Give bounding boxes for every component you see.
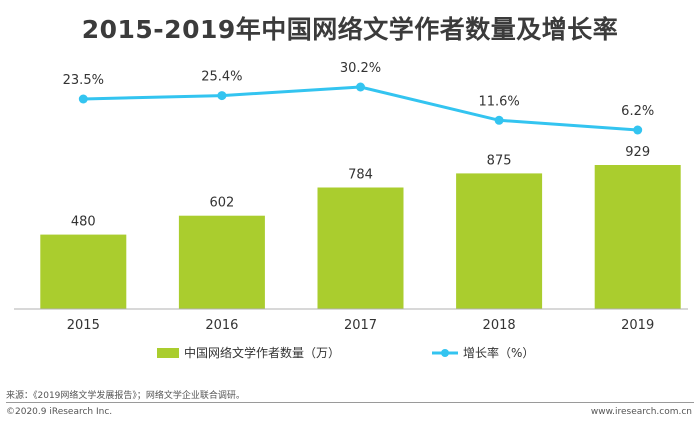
copyright-text: ©2020.9 iResearch Inc.: [6, 407, 113, 417]
x-axis-tick-labels: 2015 2016 2017 2018 2019: [67, 318, 654, 333]
rate-point-2018: [494, 115, 504, 125]
growth-rate-line: [83, 85, 638, 132]
chart-title: 2015-2019年中国网络文学作者数量及增长率: [81, 15, 619, 44]
bar-2019: [594, 165, 681, 309]
bar-label-2019: 929: [625, 145, 650, 160]
legend-label-bar: 中国网络文学作者数量（万）: [184, 345, 340, 360]
rate-label-2016: 25.4%: [201, 70, 242, 85]
source-note: 来源：《2019网络文学发展报告》；网络文学企业联合调研。: [6, 391, 245, 401]
legend-swatch-bar: [157, 348, 179, 358]
x-tick-2015: 2015: [67, 318, 100, 333]
footer-divider: [6, 402, 694, 403]
bar-2015: [40, 234, 127, 309]
rate-point-2017: [356, 82, 365, 92]
bar-value-labels: 480 602 784 875 929: [71, 145, 650, 230]
bar-series: [40, 165, 681, 309]
legend-label-line: 增长率（%）: [463, 345, 534, 360]
rate-point-2015: [78, 94, 88, 104]
bar-2017: [317, 187, 404, 309]
rate-point-2016: [217, 91, 227, 101]
bar-label-2018: 875: [487, 153, 512, 168]
chart: 480 602 784 875 929 2015 2016 2017 2018 2019 23.…: [14, 61, 688, 360]
legend: 中国网络文学作者数量（万） 增长率（%）: [157, 345, 534, 360]
bar-label-2016: 602: [209, 196, 234, 211]
growth-rate-labels: 23.5% 25.4% 30.2% 11.6% 6.2%: [63, 61, 655, 119]
x-tick-2016: 2016: [205, 318, 238, 333]
rate-label-2015: 23.5%: [63, 73, 104, 88]
website-url: www.iresearch.com.cn: [590, 407, 692, 417]
rate-point-2019: [633, 125, 643, 135]
bar-label-2017: 784: [348, 168, 373, 183]
x-tick-2017: 2017: [344, 318, 377, 333]
rate-label-2017: 30.2%: [340, 61, 381, 76]
rate-label-2018: 11.6%: [478, 94, 519, 109]
bar-label-2015: 480: [71, 215, 96, 230]
x-tick-2019: 2019: [621, 318, 654, 333]
legend-swatch-marker: [441, 349, 449, 357]
bar-2016: [178, 215, 265, 309]
x-tick-2018: 2018: [483, 318, 516, 333]
growth-rate-points: [78, 82, 643, 135]
rate-label-2019: 6.2%: [621, 104, 654, 119]
bar-2018: [456, 173, 543, 309]
